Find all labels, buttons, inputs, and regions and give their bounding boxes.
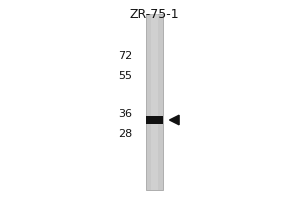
Text: 28: 28 xyxy=(118,129,132,139)
Text: 72: 72 xyxy=(118,51,132,61)
Text: 55: 55 xyxy=(118,71,132,81)
Bar xyxy=(146,14,163,190)
Text: 36: 36 xyxy=(118,109,132,119)
Bar xyxy=(146,116,163,124)
Text: ZR-75-1: ZR-75-1 xyxy=(130,8,179,21)
Polygon shape xyxy=(169,115,179,125)
Bar xyxy=(151,14,158,190)
